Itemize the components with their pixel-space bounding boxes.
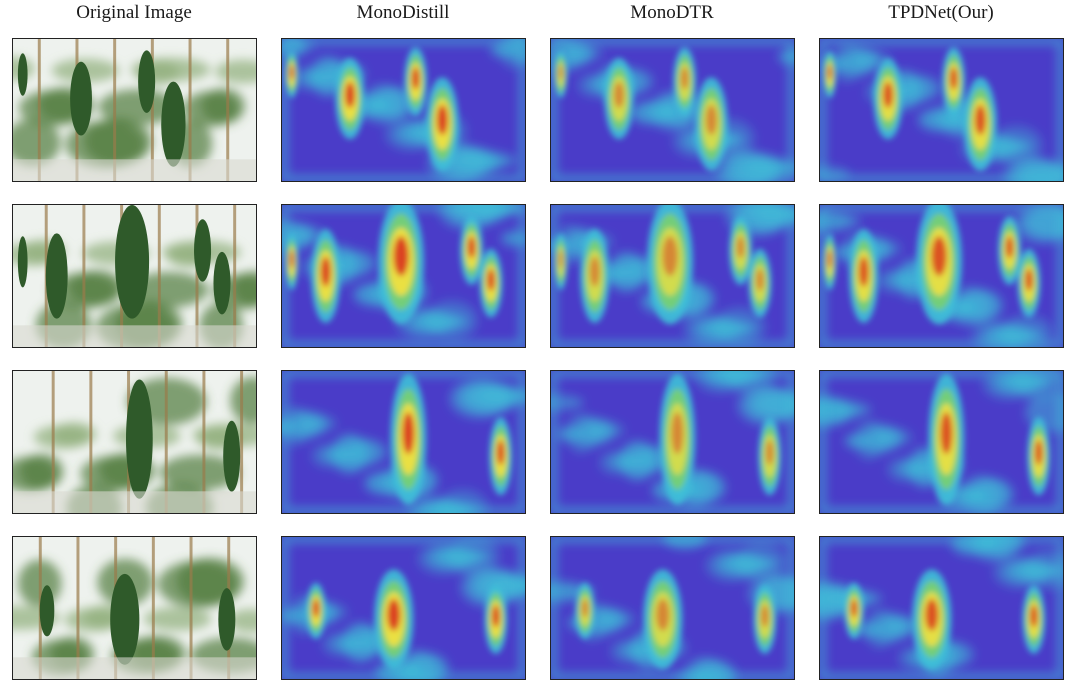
panel-monodistill-row-3 xyxy=(281,370,526,514)
column-header-tpdnet: TPDNet(Our) xyxy=(888,2,994,23)
panel-monodtr-row-4 xyxy=(550,536,795,680)
gourd-2 xyxy=(110,573,140,665)
gourd-1 xyxy=(45,233,68,319)
activation-hotspot-1 xyxy=(858,256,869,287)
gourd-3 xyxy=(218,588,236,651)
activation-hotspot-1 xyxy=(671,412,684,455)
gourd-4 xyxy=(17,53,28,96)
activation-hotspot-5 xyxy=(558,250,563,269)
panel-monodtr-row-1 xyxy=(550,38,795,182)
gourd-1 xyxy=(125,379,153,499)
panel-tpdnet-row-3 xyxy=(819,370,1064,514)
activation-hotspot-2 xyxy=(925,598,939,631)
gourd-5 xyxy=(17,236,28,288)
activation-hotspot-4 xyxy=(289,64,294,80)
activation-hotspot-3 xyxy=(492,605,500,628)
activation-hotspot-4 xyxy=(827,64,832,80)
activation-hotspot-3 xyxy=(467,236,476,259)
panel-monodistill-row-2 xyxy=(281,204,526,348)
panel-original-row-1 xyxy=(12,38,257,182)
panel-original-row-2 xyxy=(12,204,257,348)
activation-hotspot-4 xyxy=(756,269,764,291)
activation-hotspot-1 xyxy=(614,82,624,108)
activation-hotspot-2 xyxy=(662,236,678,276)
activation-hotspot-1 xyxy=(883,82,893,108)
activation-hotspot-5 xyxy=(289,250,294,269)
panel-tpdnet-row-2 xyxy=(819,204,1064,348)
activation-hotspot-3 xyxy=(974,105,986,135)
panel-monodistill-row-4 xyxy=(281,536,526,680)
gourd-2 xyxy=(138,50,156,113)
gourd-1 xyxy=(70,61,92,136)
panel-monodtr-row-2 xyxy=(550,204,795,348)
activation-hotspot-2 xyxy=(411,67,420,90)
gourd-4 xyxy=(213,251,231,315)
activation-hotspot-3 xyxy=(1005,236,1014,259)
activation-hotspot-4 xyxy=(1025,269,1033,291)
column-header-original: Original Image xyxy=(76,2,192,23)
activation-hotspot-3 xyxy=(1030,605,1038,628)
activation-hotspot-1 xyxy=(850,599,858,618)
activation-hotspot-1 xyxy=(940,412,953,455)
column-header-monodtr: MonoDTR xyxy=(630,2,714,23)
activation-hotspot-1 xyxy=(581,599,589,618)
activation-hotspot-1 xyxy=(312,599,320,618)
gourd-2 xyxy=(115,205,150,319)
activation-hotspot-3 xyxy=(436,105,448,135)
column-header-monodistill: MonoDistill xyxy=(356,2,450,23)
activation-hotspot-3 xyxy=(705,105,717,135)
activation-hotspot-5 xyxy=(827,250,832,269)
activation-hotspot-2 xyxy=(1034,440,1043,466)
activation-hotspot-4 xyxy=(487,269,495,291)
gourd-2 xyxy=(223,420,241,492)
panel-original-row-4 xyxy=(12,536,257,680)
activation-hotspot-2 xyxy=(765,440,774,466)
panel-original-row-3 xyxy=(12,370,257,514)
activation-hotspot-2 xyxy=(931,236,947,276)
panel-monodtr-row-3 xyxy=(550,370,795,514)
activation-hotspot-1 xyxy=(402,412,415,455)
activation-hotspot-2 xyxy=(496,440,505,466)
activation-hotspot-2 xyxy=(387,598,401,631)
gourd-1 xyxy=(39,585,55,637)
panel-tpdnet-row-4 xyxy=(819,536,1064,680)
panel-tpdnet-row-1 xyxy=(819,38,1064,182)
activation-hotspot-1 xyxy=(320,256,331,287)
activation-hotspot-4 xyxy=(558,64,563,80)
activation-hotspot-1 xyxy=(345,82,355,108)
activation-hotspot-1 xyxy=(589,256,600,287)
activation-hotspot-2 xyxy=(680,67,689,90)
activation-hotspot-2 xyxy=(656,598,670,631)
activation-hotspot-3 xyxy=(761,605,769,628)
activation-hotspot-3 xyxy=(736,236,745,259)
gourd-3 xyxy=(194,219,212,282)
activation-hotspot-2 xyxy=(949,67,958,90)
activation-hotspot-2 xyxy=(393,236,409,276)
gourd-3 xyxy=(161,81,186,167)
panel-monodistill-row-1 xyxy=(281,38,526,182)
